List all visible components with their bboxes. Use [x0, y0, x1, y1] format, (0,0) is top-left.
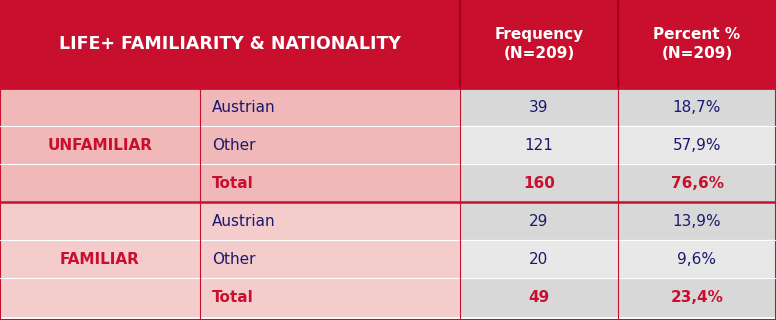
Text: 18,7%: 18,7%: [673, 100, 721, 115]
Bar: [0, 164, 460, 202]
Bar: [460, 164, 776, 202]
Bar: [460, 278, 776, 316]
Bar: [460, 88, 776, 126]
Bar: [0, 88, 460, 126]
Bar: [0, 0, 776, 88]
Text: LIFE+ FAMILIARITY & NATIONALITY: LIFE+ FAMILIARITY & NATIONALITY: [59, 35, 401, 53]
Bar: [460, 202, 776, 240]
Bar: [460, 240, 776, 278]
Text: Frequency
(N=209): Frequency (N=209): [494, 27, 584, 61]
Text: 49: 49: [528, 290, 549, 305]
Bar: [0, 202, 460, 240]
Text: Other: Other: [212, 252, 255, 267]
Text: 23,4%: 23,4%: [670, 290, 723, 305]
Text: 39: 39: [529, 100, 549, 115]
Text: Total: Total: [212, 175, 254, 190]
Text: 20: 20: [529, 252, 549, 267]
Bar: [0, 240, 460, 278]
Bar: [460, 126, 776, 164]
Text: Total: Total: [212, 290, 254, 305]
Bar: [0, 278, 460, 316]
Text: 13,9%: 13,9%: [673, 213, 722, 228]
Text: 121: 121: [525, 138, 553, 153]
Bar: [0, 126, 460, 164]
Text: 160: 160: [523, 175, 555, 190]
Text: Other: Other: [212, 138, 255, 153]
Text: 57,9%: 57,9%: [673, 138, 721, 153]
Text: Austrian: Austrian: [212, 100, 275, 115]
Text: 29: 29: [529, 213, 549, 228]
Text: 9,6%: 9,6%: [677, 252, 716, 267]
Text: Austrian: Austrian: [212, 213, 275, 228]
Text: UNFAMILIAR: UNFAMILIAR: [47, 138, 153, 153]
Text: Percent %
(N=209): Percent % (N=209): [653, 27, 740, 61]
Text: 76,6%: 76,6%: [670, 175, 723, 190]
Text: FAMILIAR: FAMILIAR: [60, 252, 140, 267]
